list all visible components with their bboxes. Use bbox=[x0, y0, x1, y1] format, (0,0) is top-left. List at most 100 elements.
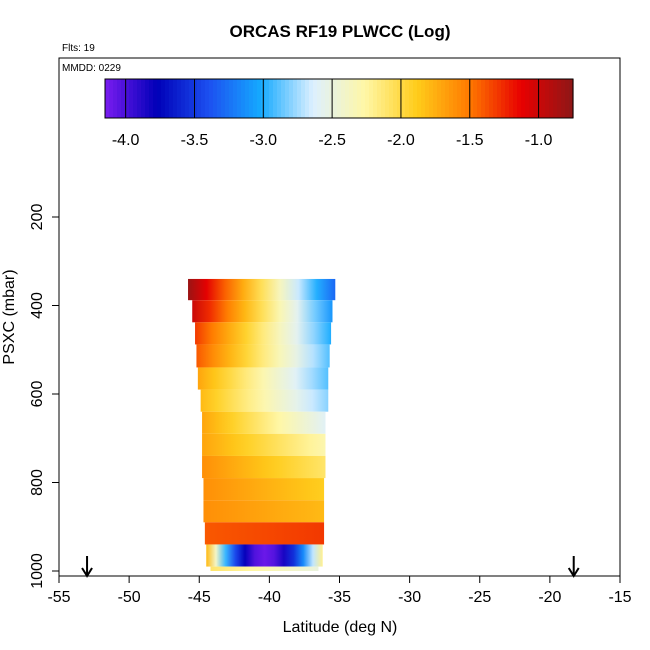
y-tick-label: 800 bbox=[29, 469, 46, 496]
colorbar-segment bbox=[389, 79, 394, 118]
colorbar-segment bbox=[421, 79, 426, 118]
flights-count-label: Flts: 19 bbox=[62, 43, 95, 54]
colorbar-segment bbox=[149, 79, 154, 118]
colorbar-segment bbox=[361, 79, 366, 118]
data-layer bbox=[210, 566, 319, 571]
colorbar-segment bbox=[461, 79, 466, 118]
colorbar-segment bbox=[269, 79, 274, 118]
colorbar-segment bbox=[377, 79, 382, 118]
colorbar-segment bbox=[497, 79, 502, 118]
colorbar-segment bbox=[225, 79, 230, 118]
colorbar-segment bbox=[201, 79, 206, 118]
colorbar-segment bbox=[229, 79, 234, 118]
colorbar-tick-label: -2.5 bbox=[318, 132, 346, 149]
colorbar-segment bbox=[109, 79, 114, 118]
colorbar-segment bbox=[153, 79, 158, 118]
colorbar-segment bbox=[257, 79, 262, 118]
colorbar-segment bbox=[445, 79, 450, 118]
colorbar-segment bbox=[301, 79, 306, 118]
colorbar-segment bbox=[285, 79, 290, 118]
colorbar-tick-label: -2.0 bbox=[387, 132, 415, 149]
x-tick-label: -20 bbox=[538, 589, 561, 606]
colorbar-segment bbox=[233, 79, 238, 118]
colorbar-segment bbox=[341, 79, 346, 118]
colorbar-segment bbox=[113, 79, 118, 118]
data-layer bbox=[202, 433, 326, 456]
colorbar-segment bbox=[473, 79, 478, 118]
colorbar-segment bbox=[441, 79, 446, 118]
colorbar-segment bbox=[553, 79, 558, 118]
data-layer bbox=[203, 500, 325, 523]
colorbar-segment bbox=[173, 79, 178, 118]
colorbar-segment bbox=[137, 79, 142, 118]
colorbar-segment bbox=[253, 79, 258, 118]
colorbar-segment bbox=[521, 79, 526, 118]
data-layer bbox=[203, 478, 325, 501]
colorbar-tick-label: -3.0 bbox=[250, 132, 278, 149]
colorbar-segment bbox=[313, 79, 318, 118]
colorbar-segment bbox=[485, 79, 490, 118]
colorbar-tick-label: -3.5 bbox=[181, 132, 209, 149]
colorbar-segment bbox=[133, 79, 138, 118]
colorbar-tick-label: -4.0 bbox=[112, 132, 140, 149]
colorbar-segment bbox=[213, 79, 218, 118]
colorbar-segment bbox=[265, 79, 270, 118]
data-layer bbox=[202, 455, 326, 479]
colorbar-segment bbox=[145, 79, 150, 118]
colorbar-segment bbox=[317, 79, 322, 118]
colorbar-segment bbox=[217, 79, 222, 118]
colorbar-segment bbox=[353, 79, 358, 118]
x-tick-label: -40 bbox=[258, 589, 281, 606]
colorbar-segment bbox=[125, 79, 130, 118]
colorbar-segment bbox=[325, 79, 330, 118]
x-tick-label: -15 bbox=[608, 589, 631, 606]
colorbar-segment bbox=[393, 79, 398, 118]
colorbar-segment bbox=[381, 79, 386, 118]
colorbar-segment bbox=[465, 79, 470, 118]
colorbar-segment bbox=[405, 79, 410, 118]
colorbar-segment bbox=[517, 79, 522, 118]
colorbar-segment bbox=[189, 79, 194, 118]
colorbar-segment bbox=[289, 79, 294, 118]
data-layer bbox=[200, 389, 329, 412]
colorbar-segment bbox=[545, 79, 550, 118]
colorbar-segment bbox=[181, 79, 186, 118]
colorbar-segment bbox=[297, 79, 302, 118]
chart-title: ORCAS RF19 PLWCC (Log) bbox=[230, 22, 451, 41]
colorbar-segment bbox=[417, 79, 422, 118]
colorbar-segment bbox=[505, 79, 510, 118]
data-layer bbox=[206, 544, 323, 567]
colorbar-segment bbox=[193, 79, 198, 118]
data-layer bbox=[192, 300, 333, 323]
x-tick-label: -55 bbox=[47, 589, 70, 606]
colorbar-tick-label: -1.5 bbox=[456, 132, 484, 149]
colorbar-segment bbox=[209, 79, 214, 118]
colorbar-segment bbox=[509, 79, 514, 118]
colorbar-segment bbox=[161, 79, 166, 118]
colorbar-segment bbox=[449, 79, 454, 118]
colorbar-segment bbox=[493, 79, 498, 118]
colorbar-segment bbox=[373, 79, 378, 118]
colorbar-segment bbox=[197, 79, 202, 118]
colorbar-segment bbox=[245, 79, 250, 118]
colorbar-segment bbox=[477, 79, 482, 118]
colorbar-segment bbox=[469, 79, 474, 118]
colorbar-segment bbox=[413, 79, 418, 118]
colorbar-segment bbox=[337, 79, 342, 118]
colorbar-segment bbox=[165, 79, 170, 118]
colorbar-segment bbox=[537, 79, 542, 118]
colorbar-segment bbox=[529, 79, 534, 118]
colorbar-segment bbox=[481, 79, 486, 118]
colorbar-segment bbox=[277, 79, 282, 118]
colorbar-segment bbox=[305, 79, 310, 118]
colorbar-segment bbox=[397, 79, 402, 118]
colorbar-segment bbox=[177, 79, 182, 118]
colorbar-segment bbox=[157, 79, 162, 118]
colorbar-segment bbox=[549, 79, 554, 118]
data-layer bbox=[202, 411, 326, 434]
colorbar-segment bbox=[105, 79, 110, 118]
colorbar-segment bbox=[433, 79, 438, 118]
colorbar: -4.0 -3.5 -3.0 -2.5 -2.0 -1.5 -1.0 bbox=[104, 78, 574, 149]
colorbar-segment bbox=[293, 79, 298, 118]
colorbar-segment bbox=[241, 79, 246, 118]
